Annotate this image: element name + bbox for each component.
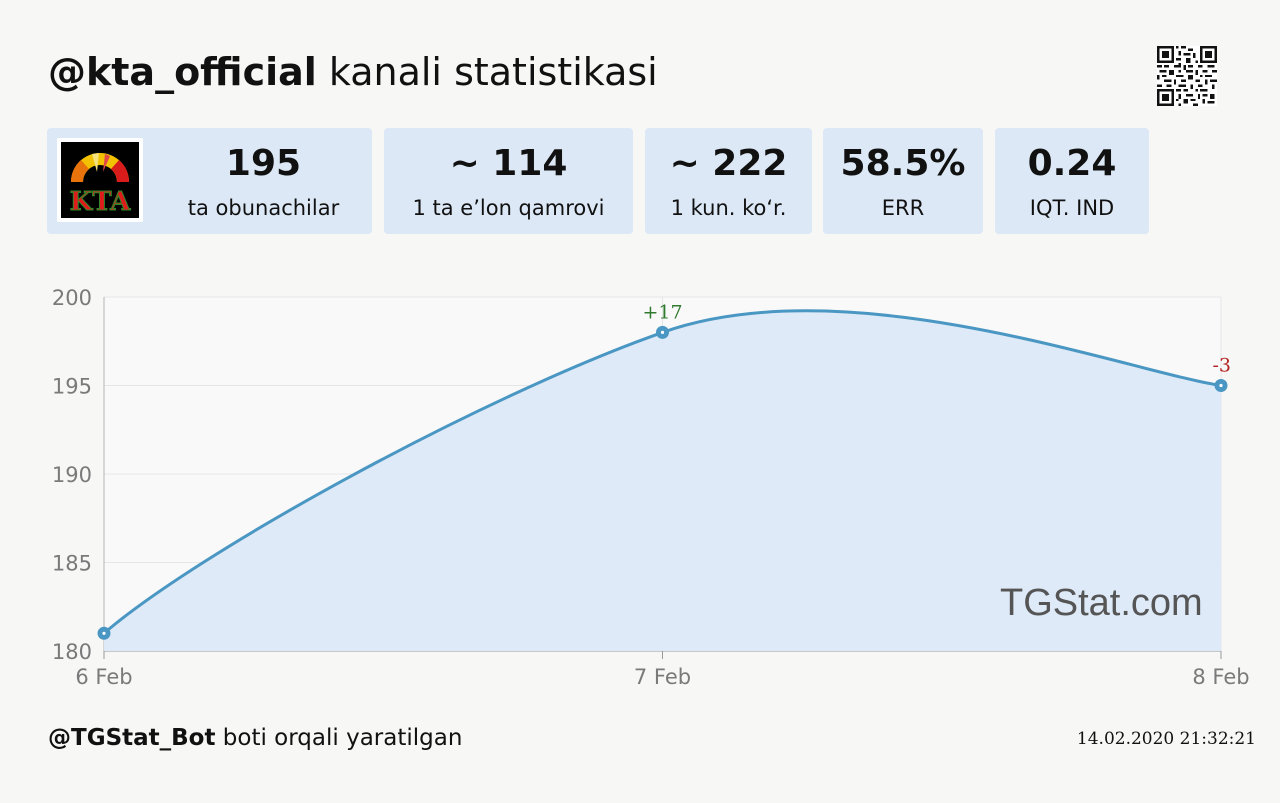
series-area bbox=[104, 310, 1221, 651]
err-label: ERR bbox=[881, 196, 925, 220]
watermark: TGStat.com bbox=[1000, 582, 1203, 624]
y-tick-label: 190 bbox=[52, 463, 92, 487]
data-point-center bbox=[660, 330, 665, 334]
x-tick-label: 7 Feb bbox=[634, 665, 691, 689]
daily-views-card: ~ 222 1 kun. ko‘r. bbox=[645, 128, 812, 234]
footer-credit: @TGStat_Bot boti orqali yaratilgan bbox=[48, 722, 462, 754]
data-point-center bbox=[1219, 383, 1223, 388]
y-tick-label: 185 bbox=[52, 552, 92, 576]
y-tick-label: 195 bbox=[52, 375, 92, 399]
logo-lettering: KTA bbox=[70, 187, 132, 217]
subscribers-label: ta obunachilar bbox=[187, 196, 340, 220]
y-tick-label: 180 bbox=[52, 640, 92, 664]
y-tick-label: 200 bbox=[52, 286, 92, 310]
data-label: +17 bbox=[642, 301, 682, 323]
err-value: 58.5% bbox=[840, 143, 966, 184]
channel-avatar: KTA bbox=[57, 138, 143, 222]
footer-timestamp: 14.02.2020 21:32:21 bbox=[1076, 729, 1256, 749]
post-reach-card: ~ 114 1 ta e’lon qamrovi bbox=[384, 128, 633, 234]
chart-svg: 180 185 190 195 200 6 Feb 7 Feb 8 Feb +17 -3 bbox=[52, 286, 1250, 689]
x-tick-label: 6 Feb bbox=[75, 665, 132, 689]
daily-views-value: ~ 222 bbox=[669, 143, 788, 184]
kta-logo-icon: KTA bbox=[69, 153, 132, 218]
page-title: @kta_official kanali statistikasi bbox=[48, 46, 658, 98]
bot-link[interactable]: @TGStat_Bot bbox=[48, 725, 216, 751]
subscribers-value: 195 bbox=[225, 143, 302, 184]
qr-code-icon bbox=[1157, 46, 1217, 106]
citation-index-card: 0.24 IQT. IND bbox=[995, 128, 1149, 234]
daily-views-label: 1 kun. ko‘r. bbox=[670, 196, 787, 220]
footer-credit-suffix: boti orqali yaratilgan bbox=[215, 725, 463, 751]
title-suffix: kanali statistikasi bbox=[316, 50, 658, 94]
data-label: -3 bbox=[1212, 355, 1231, 377]
post-reach-value: ~ 114 bbox=[449, 143, 568, 184]
citation-index-label: IQT. IND bbox=[1029, 196, 1115, 220]
citation-index-value: 0.24 bbox=[1027, 143, 1117, 184]
channel-handle: @kta_official bbox=[48, 50, 317, 94]
subscribers-card: KTA 195 ta obunachilar bbox=[47, 128, 372, 234]
subscribers-chart: 180 185 190 195 200 6 Feb 7 Feb 8 Feb +17 -3 bbox=[0, 270, 1280, 700]
err-card: 58.5% ERR bbox=[823, 128, 983, 234]
x-tick-label: 8 Feb bbox=[1192, 665, 1249, 689]
data-point-center bbox=[102, 631, 106, 635]
post-reach-label: 1 ta e’lon qamrovi bbox=[412, 196, 605, 220]
